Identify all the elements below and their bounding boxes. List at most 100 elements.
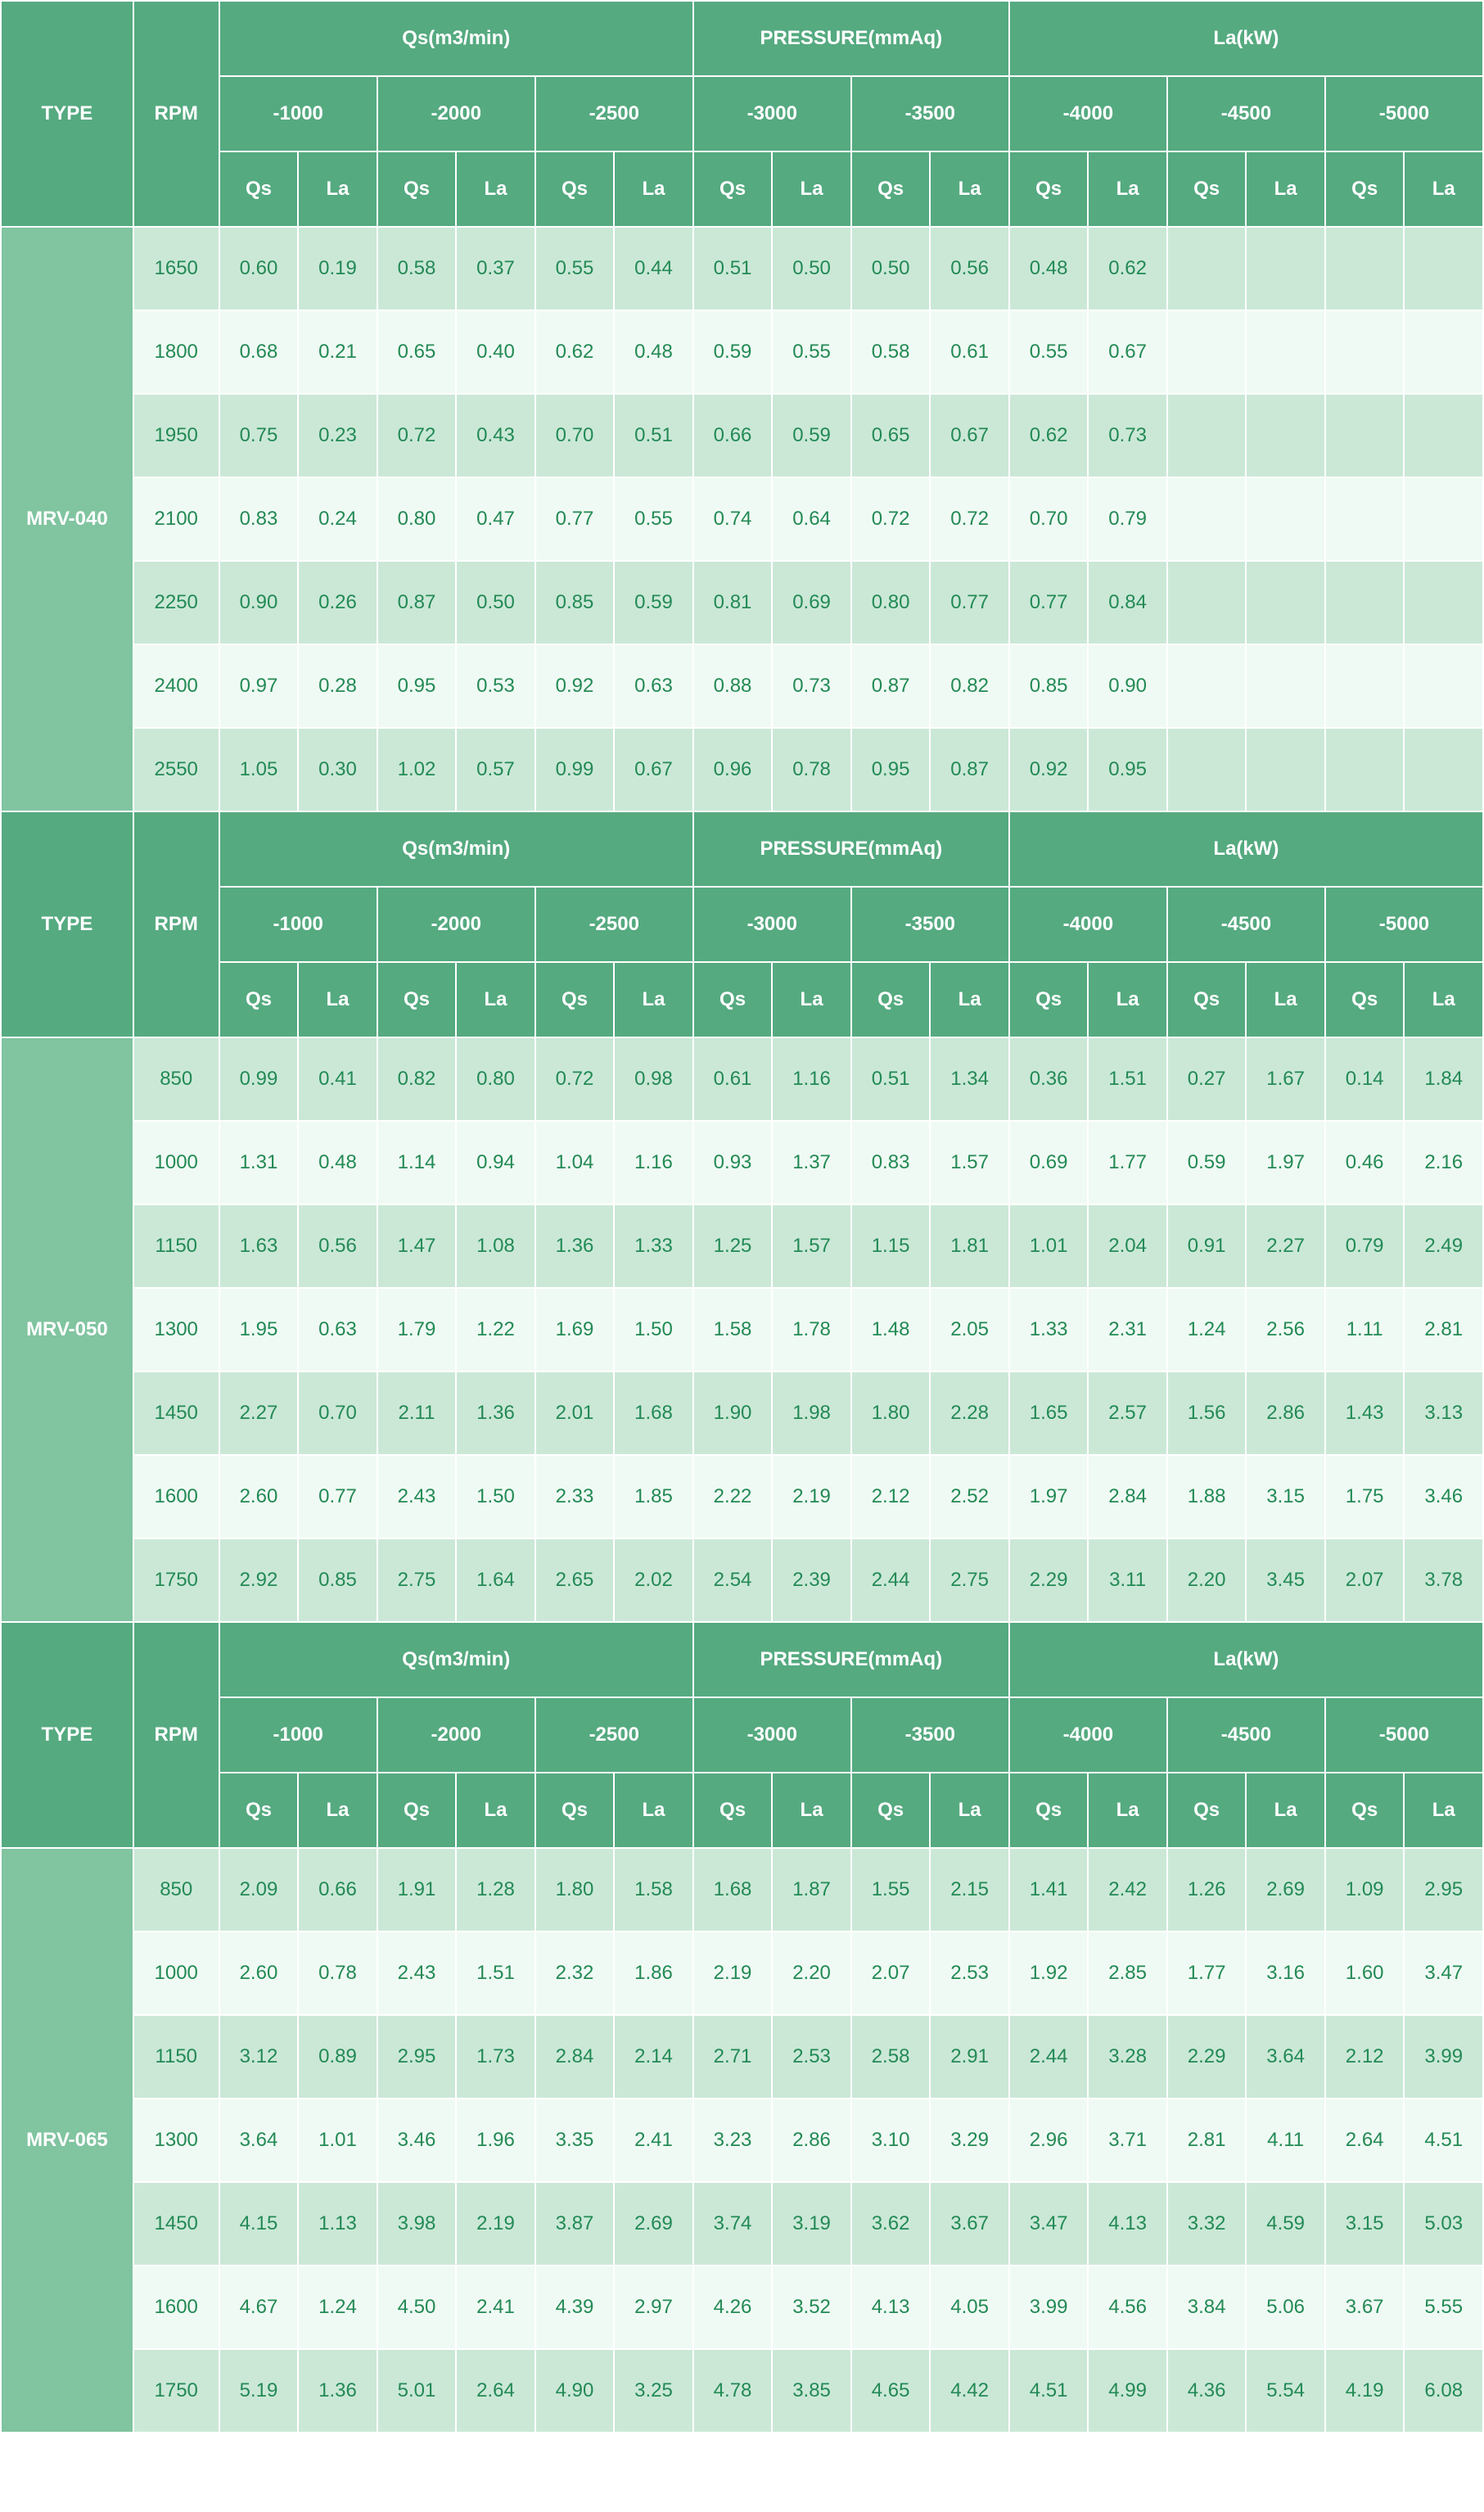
data-cell [1168,311,1246,393]
data-cell: 3.47 [1405,1932,1482,2014]
rpm-cell: 850 [134,1849,219,1931]
table-row: 11501.630.561.471.081.361.331.251.571.15… [2,1205,1482,1287]
col-sub: Qs [1010,152,1088,226]
data-cell: 3.78 [1405,1539,1482,1621]
data-cell: 4.50 [378,2266,456,2348]
col-pressure: -3500 [852,888,1008,961]
data-cell: 1.87 [773,1849,850,1931]
data-cell: 2.84 [1089,1456,1166,1538]
data-cell: 1.56 [1168,1372,1246,1454]
data-cell: 0.77 [931,562,1008,644]
data-cell: 1.25 [694,1205,772,1287]
data-cell: 0.90 [1089,645,1166,727]
data-cell: 2.41 [615,2099,692,2181]
data-cell: 0.77 [1010,562,1088,644]
col-sub: La [457,152,535,226]
data-cell: 6.08 [1405,2350,1482,2432]
data-cell: 1.05 [220,729,298,811]
col-sub: Qs [1326,1773,1404,1847]
data-cell: 0.51 [852,1038,930,1120]
data-cell: 0.43 [457,395,535,477]
data-cell: 0.37 [457,228,535,309]
data-cell: 2.11 [378,1372,456,1454]
col-sub: La [1405,152,1482,226]
col-sub: La [773,1773,850,1847]
col-pressure: -5000 [1326,77,1482,151]
data-cell: 3.67 [931,2183,1008,2265]
data-cell: 2.64 [457,2350,535,2432]
data-cell: 2.29 [1168,2016,1246,2098]
data-cell: 2.81 [1168,2099,1246,2181]
data-cell: 1.58 [615,1849,692,1931]
data-cell: 3.19 [773,2183,850,2265]
data-cell: 1.13 [299,2183,377,2265]
data-cell: 0.74 [694,478,772,560]
col-sub: La [299,152,377,226]
rpm-cell: 2400 [134,645,219,727]
data-cell: 2.53 [931,1932,1008,2014]
data-cell: 0.73 [773,645,850,727]
data-cell: 1.58 [694,1289,772,1371]
data-cell: 0.40 [457,311,535,393]
data-cell: 4.56 [1089,2266,1166,2348]
data-cell: 0.83 [852,1122,930,1204]
data-cell [1168,645,1246,727]
table-row: 22500.900.260.870.500.850.590.810.690.80… [2,562,1482,644]
col-group: La(kW) [1010,1623,1482,1697]
data-cell: 2.05 [931,1289,1008,1371]
data-cell: 0.59 [1168,1122,1246,1204]
data-cell: 0.65 [378,311,456,393]
data-cell: 4.05 [931,2266,1008,2348]
table-row: MRV-0658502.090.661.911.281.801.581.681.… [2,1849,1482,1931]
rpm-cell: 1150 [134,1205,219,1287]
data-cell: 0.63 [615,645,692,727]
data-cell: 1.68 [694,1849,772,1931]
data-cell [1247,562,1324,644]
col-sub: Qs [378,963,456,1037]
table-row: 16004.671.244.502.414.392.974.263.524.13… [2,2266,1482,2348]
data-cell: 1.09 [1326,1849,1404,1931]
data-cell: 4.13 [1089,2183,1166,2265]
data-cell: 0.47 [457,478,535,560]
data-cell: 0.44 [615,228,692,309]
data-cell: 1.43 [1326,1372,1404,1454]
data-cell: 0.59 [615,562,692,644]
data-cell: 1.80 [852,1372,930,1454]
data-cell: 1.36 [457,1372,535,1454]
data-cell: 1.01 [1010,1205,1088,1287]
data-cell: 1.34 [931,1038,1008,1120]
data-cell: 3.29 [931,2099,1008,2181]
data-cell: 5.03 [1405,2183,1482,2265]
col-sub: Qs [378,152,456,226]
data-cell: 5.01 [378,2350,456,2432]
data-cell: 0.27 [1168,1038,1246,1120]
col-sub: La [299,963,377,1037]
data-cell: 2.65 [536,1539,614,1621]
data-cell: 1.63 [220,1205,298,1287]
rpm-cell: 1300 [134,1289,219,1371]
data-cell: 0.50 [457,562,535,644]
data-cell: 2.71 [694,2016,772,2098]
data-cell: 0.95 [852,729,930,811]
data-cell: 0.85 [299,1539,377,1621]
data-cell: 0.59 [694,311,772,393]
data-cell: 2.39 [773,1539,850,1621]
data-cell: 0.67 [615,729,692,811]
data-cell: 2.57 [1089,1372,1166,1454]
col-sub: La [1089,963,1166,1037]
data-cell: 3.85 [773,2350,850,2432]
data-cell: 2.09 [220,1849,298,1931]
data-cell: 3.15 [1247,1456,1324,1538]
data-cell: 2.31 [1089,1289,1166,1371]
data-cell [1168,729,1246,811]
data-cell: 0.41 [299,1038,377,1120]
data-cell: 3.52 [773,2266,850,2348]
data-cell: 1.16 [615,1122,692,1204]
data-cell: 4.13 [852,2266,930,2348]
col-sub: La [773,152,850,226]
data-cell: 0.46 [1326,1122,1404,1204]
data-cell: 1.79 [378,1289,456,1371]
data-cell: 3.45 [1247,1539,1324,1621]
data-cell: 0.78 [773,729,850,811]
data-cell: 0.72 [852,478,930,560]
